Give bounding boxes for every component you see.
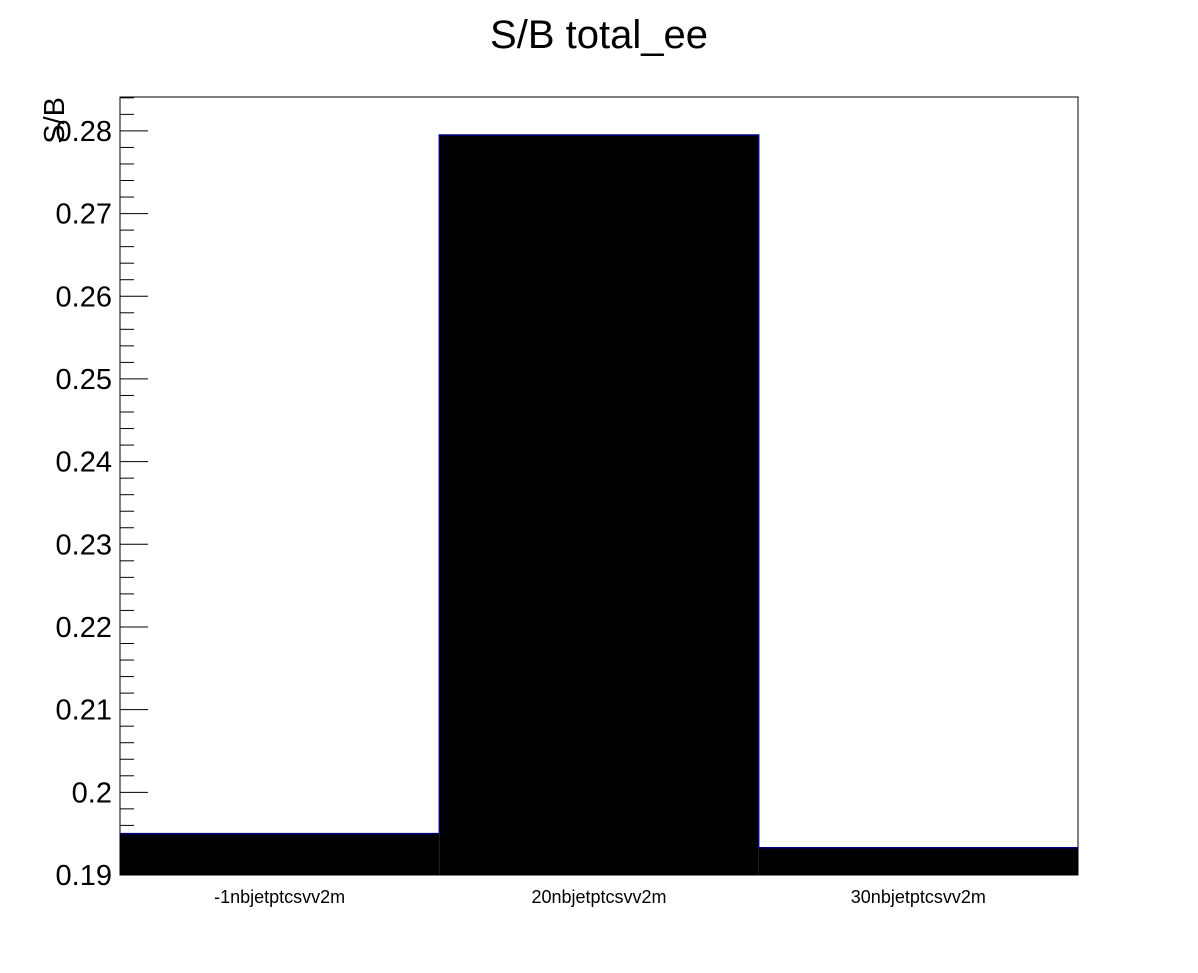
y-tick-label: 0.19 (56, 860, 112, 892)
y-axis-label: S/B (39, 97, 71, 144)
y-tick-label: 0.21 (56, 695, 112, 727)
y-tick-label: 0.2 (72, 777, 112, 809)
y-tick-label: 0.22 (56, 612, 112, 644)
chart-title: S/B total_ee (490, 13, 708, 57)
y-tick-label: 0.25 (56, 364, 112, 396)
y-tick-label: 0.28 (56, 116, 112, 148)
y-tick-label: 0.23 (56, 529, 112, 561)
x-axis-tick-labels: -1nbjetptcsvv2m 20nbjetptcsvv2m 30nbjetptc… (214, 887, 986, 907)
y-axis-tick-labels: 0.19 0.2 0.21 0.22 0.23 0.24 0.25 0.26 0.27 0.28 (56, 116, 112, 892)
y-tick-label: 0.24 (56, 447, 112, 479)
y-axis-ticks (120, 97, 148, 876)
x-tick-label: 30nbjetptcsvv2m (851, 887, 986, 907)
bar-30nbjetptcsvv2m (758, 847, 1078, 875)
bar--1nbjetptcsvv2m (120, 833, 440, 875)
bar-outline (120, 134, 1078, 849)
y-tick-label: 0.27 (56, 199, 112, 231)
bar-20nbjetptcsvv2m (439, 135, 759, 876)
x-tick-label: -1nbjetptcsvv2m (214, 887, 345, 907)
y-tick-label: 0.26 (56, 281, 112, 313)
bars-layer (120, 134, 1078, 876)
x-tick-label: 20nbjetptcsvv2m (531, 887, 666, 907)
plot-frame (119, 96, 1079, 876)
